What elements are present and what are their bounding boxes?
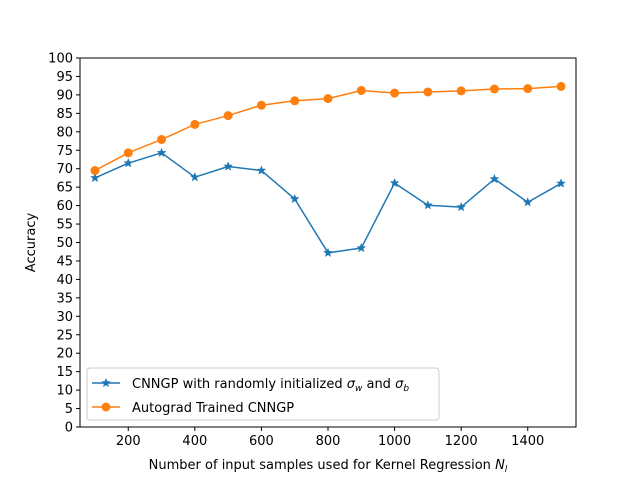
- series-1-point: [256, 165, 267, 175]
- series-1-point: [389, 177, 400, 188]
- series-1-point: [289, 193, 300, 204]
- series-1-point: [90, 172, 100, 183]
- y-axis: 0 5 10 15 20 25 30 35 40 45 50 55 60 65 70 75 80 85 90 95 10…: [48, 52, 80, 436]
- y-axis-label: Accuracy: [24, 213, 39, 273]
- y-tick-label: 20: [56, 347, 73, 362]
- y-tick-label: 60: [56, 199, 73, 214]
- y-tick-label: 10: [56, 384, 73, 399]
- series-2-point: [523, 84, 533, 94]
- y-tick-label: 65: [56, 181, 73, 196]
- x-tick-label: 1200: [445, 434, 478, 449]
- legend-label-series-1: CNNGP with randomly initialized σw and σ…: [132, 377, 409, 394]
- y-tick-label: 0: [65, 421, 73, 436]
- series-1-point: [323, 247, 333, 258]
- legend: CNNGP with randomly initialized σw and σ…: [86, 367, 440, 421]
- series-2-point: [90, 166, 100, 176]
- y-tick-label: 45: [56, 254, 73, 269]
- series-2-point: [390, 88, 400, 98]
- x-tick-label: 400: [182, 434, 207, 449]
- series-2-point: [356, 85, 366, 95]
- x-tick-label: 600: [249, 434, 274, 449]
- x-axis: 200 400 600 800 1000 1200 1400: [116, 427, 544, 449]
- series-2-point: [157, 135, 167, 145]
- series-2-point: [423, 87, 433, 97]
- y-tick-label: 25: [56, 328, 73, 343]
- legend-box: [86, 367, 440, 421]
- series-1-point: [156, 147, 167, 158]
- legend-marker-series-2: [101, 402, 111, 412]
- series-2-point: [123, 148, 133, 158]
- series-1-point: [123, 157, 134, 168]
- series-1-point: [422, 200, 433, 210]
- series-1-point: [489, 173, 500, 184]
- series-2-point: [256, 100, 266, 110]
- series-2-point: [489, 84, 499, 94]
- x-tick-label: 1400: [511, 434, 544, 449]
- y-tick-label: 80: [56, 125, 73, 140]
- y-tick-label: 5: [65, 402, 73, 417]
- y-tick-label: 70: [56, 162, 73, 177]
- y-tick-label: 30: [56, 310, 73, 325]
- series-1-point: [189, 171, 200, 182]
- x-tick-label: 200: [116, 434, 141, 449]
- y-tick-label: 55: [56, 218, 73, 233]
- series-1-point: [456, 201, 467, 212]
- series-1-point: [556, 178, 566, 188]
- legend-label-series-2: Autograd Trained CNNGP: [132, 401, 294, 416]
- y-tick-label: 95: [56, 70, 73, 85]
- series-2-point: [290, 96, 300, 106]
- plot-marks: [90, 81, 566, 258]
- y-tick-label: 75: [56, 144, 73, 159]
- y-tick-label: 50: [56, 236, 73, 251]
- series-1-point: [356, 242, 367, 253]
- series-2-point: [556, 81, 566, 91]
- y-tick-label: 85: [56, 107, 73, 122]
- y-tick-label: 15: [56, 365, 73, 380]
- series-2-point: [323, 94, 333, 104]
- series-2-point: [456, 86, 466, 96]
- series-2-point: [190, 119, 200, 129]
- series-1-point: [522, 197, 533, 207]
- y-tick-label: 40: [56, 273, 73, 288]
- series-line-1: [94, 152, 562, 254]
- x-tick-label: 800: [316, 434, 341, 449]
- x-tick-label: 1000: [378, 434, 411, 449]
- series-1-point: [223, 161, 234, 171]
- x-axis-label: Number of input samples used for Kernel …: [149, 458, 508, 475]
- y-tick-label: 100: [48, 52, 73, 67]
- y-tick-label: 35: [56, 291, 73, 306]
- y-tick-label: 90: [56, 88, 73, 103]
- series-2-point: [223, 111, 233, 121]
- legend-marker-series-1: [101, 377, 111, 388]
